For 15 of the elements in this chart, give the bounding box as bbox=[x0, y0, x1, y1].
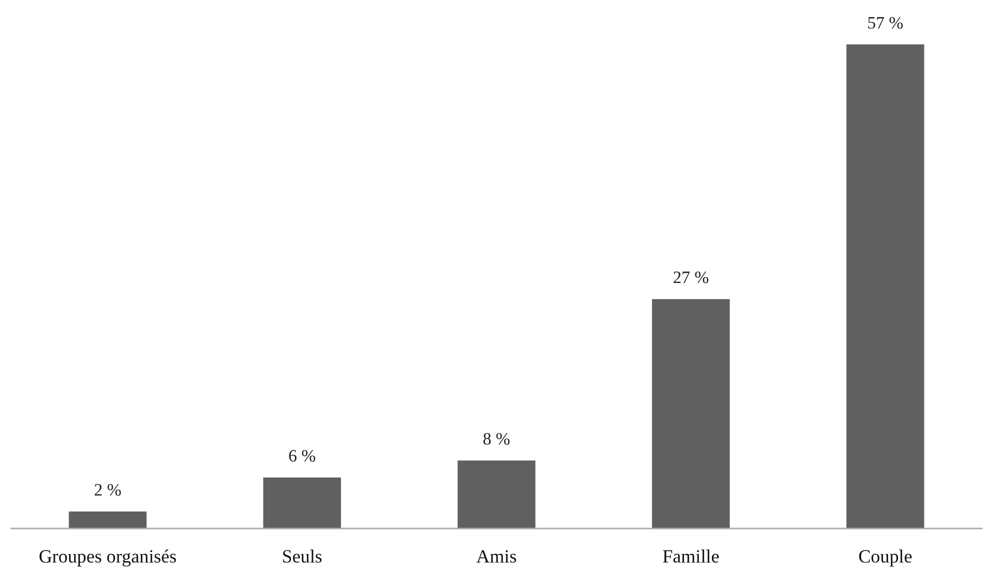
data-label: 2 % bbox=[94, 480, 122, 500]
x-tick-label: Groupes organisés bbox=[38, 546, 177, 568]
bar bbox=[263, 478, 341, 528]
bar bbox=[652, 299, 730, 528]
data-label: 27 % bbox=[672, 268, 709, 288]
bar bbox=[68, 512, 147, 528]
data-label: 6 % bbox=[288, 446, 316, 466]
data-label: 57 % bbox=[867, 13, 904, 32]
data-label: 8 % bbox=[482, 430, 510, 449]
bar bbox=[846, 44, 924, 528]
x-tick-label: Famille bbox=[662, 546, 720, 568]
x-tick-label: Couple bbox=[858, 546, 912, 568]
x-tick-label: Seuls bbox=[282, 546, 322, 568]
bar bbox=[458, 460, 536, 528]
x-tick-label: Amis bbox=[476, 546, 517, 568]
